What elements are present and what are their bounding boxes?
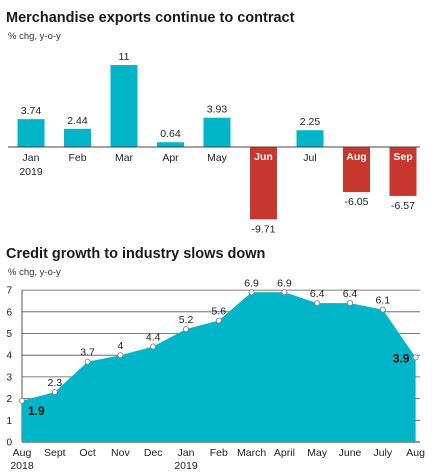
chart2-value-label: 4: [117, 340, 123, 352]
chart2-point: [379, 306, 386, 313]
chart1-value-label: -6.05: [345, 196, 369, 208]
chart1-category-label: Sep: [393, 151, 412, 163]
chart2-area: [22, 292, 416, 442]
chart2-value-label: 6.4: [310, 288, 325, 300]
chart2-year-label: 2018: [10, 460, 34, 472]
chart2-y-tick: 4: [6, 351, 12, 362]
chart2-value-label: 5.6: [211, 305, 226, 317]
chart1-title: Merchandise exports continue to contract: [6, 10, 295, 26]
chart2-category-label: March: [237, 447, 266, 459]
chart2-subtitle: % chg, y-o-y: [8, 267, 61, 278]
chart2-point: [18, 397, 25, 404]
chart1-bar-may: [203, 117, 231, 147]
chart2-value-label: 3.7: [80, 347, 95, 359]
chart2-value-label: 6.1: [375, 295, 390, 307]
chart1-value-label: 2.44: [67, 115, 88, 127]
chart2-category-label: Nov: [111, 447, 130, 459]
chart2-category-label: Aug: [13, 447, 32, 459]
chart2-labels: 1.9Aug20182.3Sept3.7Oct4Nov4.4Dec5.2Jan2…: [10, 277, 425, 472]
chart2-y-tick: 7: [6, 286, 12, 297]
chart2-value-label: 1.9: [28, 404, 45, 418]
chart2-value-label: 3.9: [393, 351, 410, 365]
chart2-point: [182, 326, 189, 333]
chart1-value-label: 0.64: [160, 128, 181, 140]
chart1-value-label: -6.57: [391, 200, 415, 212]
chart2-point: [281, 289, 288, 296]
chart1-year-label: 2019: [19, 166, 43, 178]
chart1-bar-mar: [110, 65, 138, 147]
chart2-y-tick: 1: [6, 416, 12, 427]
chart2-point: [215, 317, 222, 324]
chart2-point: [412, 354, 419, 361]
chart1-value-label: 3.93: [207, 104, 228, 116]
chart1-category-label: Mar: [115, 152, 134, 164]
chart1-bar-sep: [389, 147, 417, 196]
chart2-value-label: 6.9: [244, 277, 259, 289]
chart1-bar-jun: [250, 147, 277, 220]
chart2-value-label: 6.9: [277, 277, 292, 289]
chart2-point: [248, 289, 255, 296]
chart1-value-label: -9.71: [252, 223, 276, 235]
chart1-category-label: Jul: [303, 152, 316, 164]
chart1-value-label: 2.25: [300, 116, 321, 128]
chart1-value-label: 11: [119, 51, 130, 63]
chart2-category-label: April: [274, 447, 295, 459]
chart1-category-label: Jan: [23, 152, 40, 164]
chart2-title: Credit growth to industry slows down: [6, 246, 265, 262]
chart1-value-label: 3.74: [21, 105, 42, 117]
chart1-category-label: Jun: [254, 151, 273, 163]
chart1-bars: [17, 65, 417, 220]
chart2-year-label: 2019: [174, 460, 198, 472]
chart2-y-tick: 2: [6, 394, 12, 405]
chart1-category-label: May: [207, 152, 228, 164]
chart2-value-label: 5.2: [179, 314, 194, 326]
chart2-point: [117, 352, 124, 359]
chart2-category-label: July: [373, 447, 392, 459]
chart1-bar-aug: [343, 147, 370, 193]
chart2-category-label: Jan: [178, 447, 195, 459]
chart1-bar-apr: [157, 142, 184, 147]
chart2-point: [51, 389, 58, 396]
chart2-category-label: Oct: [79, 447, 95, 459]
chart2-category-label: Sept: [44, 447, 66, 459]
chart2-category-label: June: [339, 447, 362, 459]
chart2-category-label: Dec: [144, 447, 163, 459]
chart2-point: [150, 343, 157, 350]
chart2-y-tick: 5: [6, 329, 12, 340]
chart2-category-label: Feb: [210, 447, 228, 459]
chart2-point: [84, 358, 91, 365]
chart2-value-label: 2.3: [47, 377, 62, 389]
chart2-category-label: Aug: [406, 447, 425, 459]
chart2-point: [346, 300, 353, 307]
chart1-labels: 3.74 Jan 2019 2.44 Feb 11 Mar 0.64 Apr 3.93 May -9.…: [19, 51, 415, 235]
chart2-value-label: 4.4: [146, 332, 161, 344]
chart2-y-tick: 3: [6, 372, 12, 383]
chart2-value-label: 6.4: [343, 288, 358, 300]
chart1-subtitle: % chg, y-o-y: [8, 31, 61, 42]
chart1-category-label: Aug: [346, 151, 366, 163]
chart1-bar-jan: [17, 119, 45, 147]
chart2-point: [314, 300, 321, 307]
chart1-bar-jul: [296, 130, 324, 147]
chart1-bar-feb: [64, 128, 91, 147]
chart2-y-tick: 0: [6, 438, 12, 449]
chart1-category-label: Feb: [68, 152, 86, 164]
chart1-category-label: Apr: [162, 152, 179, 164]
chart2-y-tick: 6: [6, 307, 12, 318]
chart2-category-label: May: [307, 447, 328, 459]
chart2-markers: [18, 289, 419, 404]
